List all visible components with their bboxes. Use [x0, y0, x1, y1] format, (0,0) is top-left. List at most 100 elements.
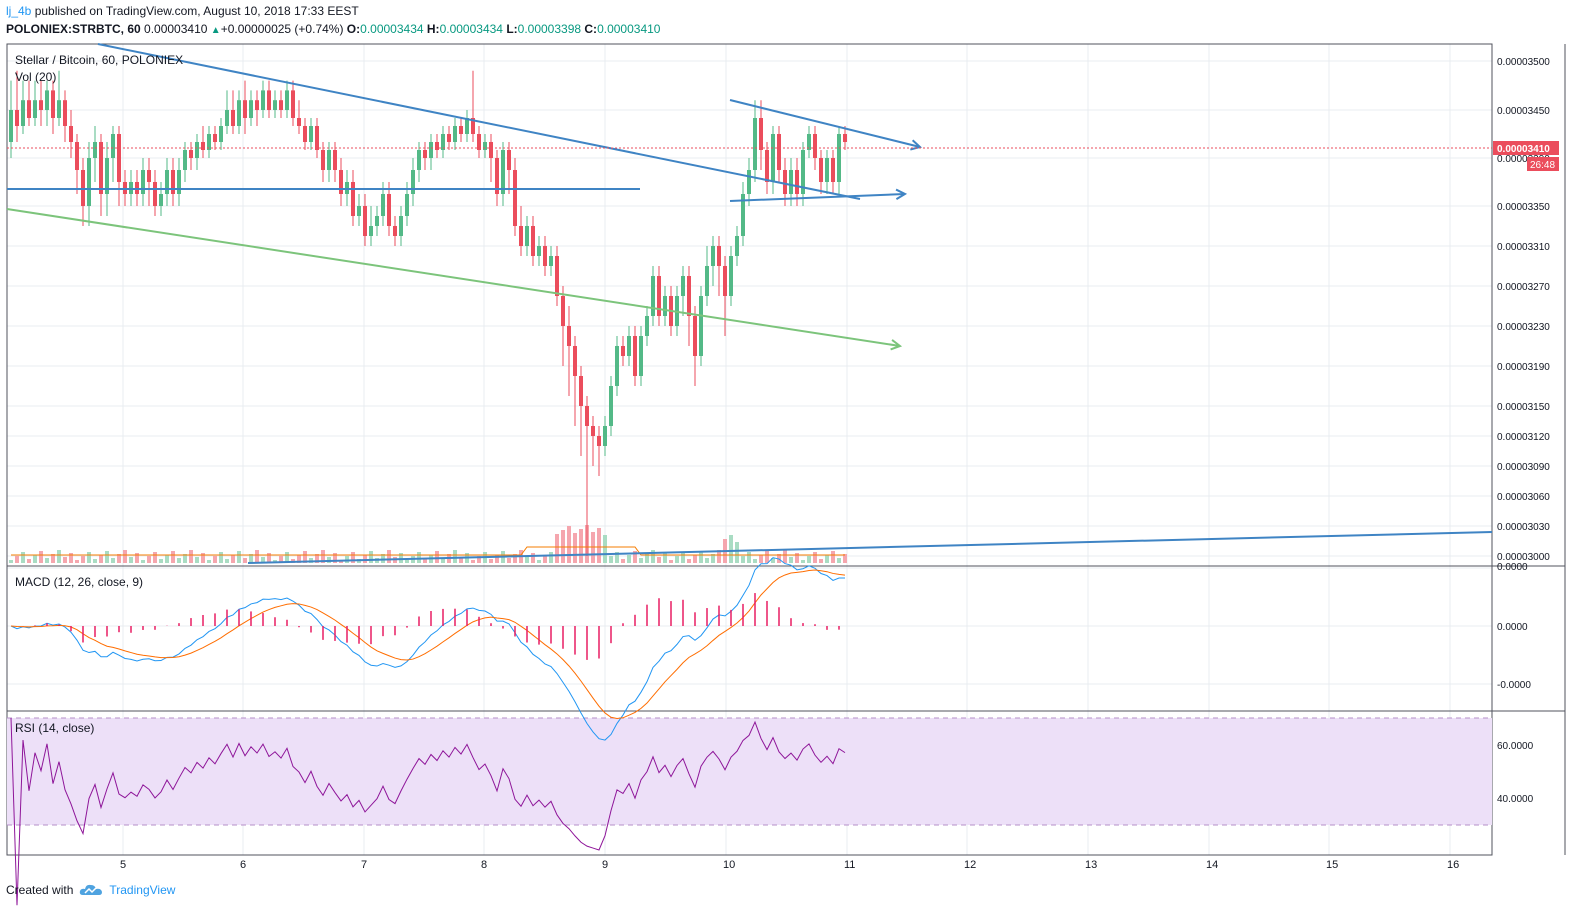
volume-bar: [141, 560, 145, 563]
volume-bar: [759, 555, 763, 563]
y-tick-label: 0.00003000: [1497, 552, 1550, 563]
tradingview-brand-link[interactable]: TradingView: [109, 883, 176, 897]
volume-bar: [369, 551, 373, 563]
volume-bar: [807, 556, 811, 563]
low-label: L:: [506, 22, 518, 36]
volume-bar: [525, 557, 529, 563]
candle-body: [639, 336, 643, 376]
volume-bar: [729, 535, 733, 563]
candle-body: [219, 126, 223, 142]
candle-body: [429, 142, 433, 158]
volume-bar: [603, 535, 607, 563]
plot-frame: [6, 43, 1493, 856]
volume-bar: [315, 554, 319, 563]
x-tick-label: 9: [602, 859, 608, 871]
x-tick-label: 13: [1085, 859, 1097, 871]
candle-body: [783, 170, 787, 194]
candle-body: [609, 386, 613, 426]
volume-bar: [21, 552, 25, 563]
volume-bar: [99, 555, 103, 563]
volume-bar: [135, 553, 139, 563]
candle-body: [267, 90, 271, 110]
candle-body: [117, 134, 121, 182]
y-tick-label: 0.00003150: [1497, 402, 1550, 413]
volume-bar: [657, 557, 661, 563]
pennant-top-line: [729, 99, 921, 148]
volume-bar: [195, 557, 199, 563]
volume-bar: [813, 552, 817, 563]
volume-trend-line: [247, 531, 1493, 564]
author-link[interactable]: lj_4b: [6, 4, 32, 18]
last-price: 0.00003410: [144, 22, 208, 36]
volume-bar: [699, 551, 703, 563]
candle-body: [453, 126, 457, 142]
close-value: 0.00003410: [597, 22, 661, 36]
candle-body: [621, 346, 625, 356]
candle-body: [33, 100, 37, 118]
candle-body: [735, 236, 739, 256]
candle-body: [375, 216, 379, 226]
volume-bar: [513, 554, 517, 563]
volume-bar: [825, 555, 829, 563]
volume-bar: [111, 558, 115, 563]
volume-bar: [249, 554, 253, 563]
open-value: 0.00003434: [360, 22, 424, 36]
volume-bar: [267, 553, 271, 563]
candle-body: [285, 90, 289, 110]
volume-bar: [651, 550, 655, 563]
volume-bar: [93, 559, 97, 563]
candle-body: [435, 142, 439, 150]
volume-bar: [255, 550, 259, 563]
volume-bar: [285, 552, 289, 563]
candle-body: [825, 158, 829, 182]
candle-body: [159, 194, 163, 206]
candle-body: [57, 100, 61, 118]
candle-body: [303, 126, 307, 142]
candle-body: [525, 226, 529, 246]
candle-body: [549, 256, 553, 266]
candle-body: [87, 158, 91, 206]
candles: [9, 70, 847, 556]
arrow-head: [890, 339, 903, 351]
candle-body: [273, 100, 277, 110]
candle-body: [363, 206, 367, 236]
volume-bar: [123, 550, 127, 563]
candle-body: [441, 134, 445, 150]
candle-body: [747, 170, 751, 194]
candle-body: [189, 150, 193, 158]
volume-bar: [75, 560, 79, 563]
volume-bar: [573, 533, 577, 563]
candle-body: [597, 436, 601, 446]
x-tick-label: 8: [481, 859, 487, 871]
candle-body: [279, 100, 283, 110]
candle-body: [393, 226, 397, 236]
volume-bar: [687, 559, 691, 563]
candle-body: [741, 194, 745, 236]
volume-ma-line: [11, 546, 845, 556]
up-arrow-icon: ▲: [210, 25, 221, 36]
volume-bar: [753, 559, 757, 563]
candle-body: [579, 376, 583, 406]
volume-bar: [63, 557, 67, 563]
last-price-tag-text: 0.00003410: [1497, 144, 1550, 155]
volume-bar: [183, 554, 187, 563]
candle-body: [681, 276, 685, 296]
volume-bar: [423, 559, 427, 563]
volume-bar: [567, 526, 571, 563]
candle-body: [693, 316, 697, 356]
candle-body: [183, 150, 187, 170]
price-pane-title: Stellar / Bitcoin, 60, POLONIEX: [15, 53, 183, 67]
volume-bar: [495, 555, 499, 563]
candle-body: [519, 226, 523, 246]
volume-bar: [27, 559, 31, 563]
y-tick-label: 0.00003060: [1497, 492, 1550, 503]
x-tick-label: 14: [1206, 859, 1218, 871]
candle-body: [351, 182, 355, 216]
candle-body: [243, 100, 247, 118]
candle-body: [105, 158, 109, 194]
candle-body: [399, 216, 403, 236]
volume-bar: [39, 551, 43, 563]
volume-bar: [105, 551, 109, 563]
volume-bar: [435, 551, 439, 563]
